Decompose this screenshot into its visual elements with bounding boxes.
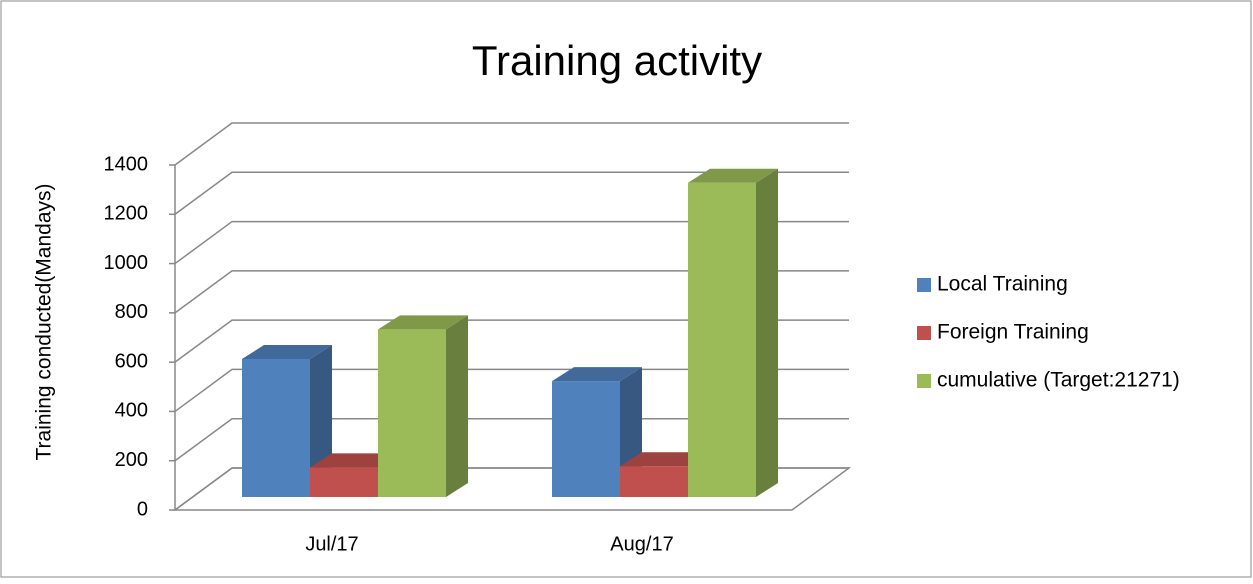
y-axis-label: Training conducted(Mandays): [33, 183, 56, 460]
bar: [242, 345, 332, 497]
bar-top: [378, 315, 468, 330]
bar-side: [756, 168, 778, 497]
chart-title: Training activity: [472, 37, 762, 84]
legend-swatch: [917, 278, 931, 292]
bar-front: [310, 467, 378, 497]
grid-line: [174, 122, 849, 166]
grid-line: [174, 220, 849, 265]
y-tick-label: 1200: [104, 203, 149, 225]
grid-line: [174, 417, 849, 462]
bar-front: [688, 182, 756, 497]
bar-front: [242, 359, 310, 497]
bar: [378, 315, 468, 497]
y-tick-label: 200: [115, 449, 148, 471]
grid-line: [174, 171, 849, 215]
y-tick-label: 800: [115, 301, 148, 323]
bar-front: [378, 329, 446, 497]
bar-top: [688, 168, 778, 183]
bar-front: [552, 381, 620, 497]
bar-top: [552, 367, 642, 382]
legend-swatch: [917, 326, 931, 340]
grid-line: [174, 319, 849, 363]
x-tick-label: Jul/17: [305, 533, 358, 555]
y-tick-label: 1400: [104, 153, 149, 175]
y-tick-label: 600: [115, 350, 148, 372]
bar-side: [446, 315, 468, 497]
legend-label: Local Training: [937, 273, 1068, 296]
legend-swatch: [917, 374, 931, 388]
y-tick-label: 400: [115, 400, 148, 422]
x-tick-label: Aug/17: [610, 533, 673, 555]
bar: [688, 168, 778, 497]
y-tick-label: 1000: [104, 252, 149, 274]
bar-front: [620, 466, 688, 497]
bar-top: [620, 452, 710, 467]
legend-label: Foreign Training: [937, 321, 1089, 344]
bar-top: [310, 453, 400, 468]
y-tick-label: 0: [137, 498, 148, 520]
bar-top: [242, 345, 332, 359]
grid-line: [174, 270, 849, 314]
legend-label: cumulative (Target:21271): [937, 369, 1180, 392]
grid-line: [174, 368, 849, 413]
